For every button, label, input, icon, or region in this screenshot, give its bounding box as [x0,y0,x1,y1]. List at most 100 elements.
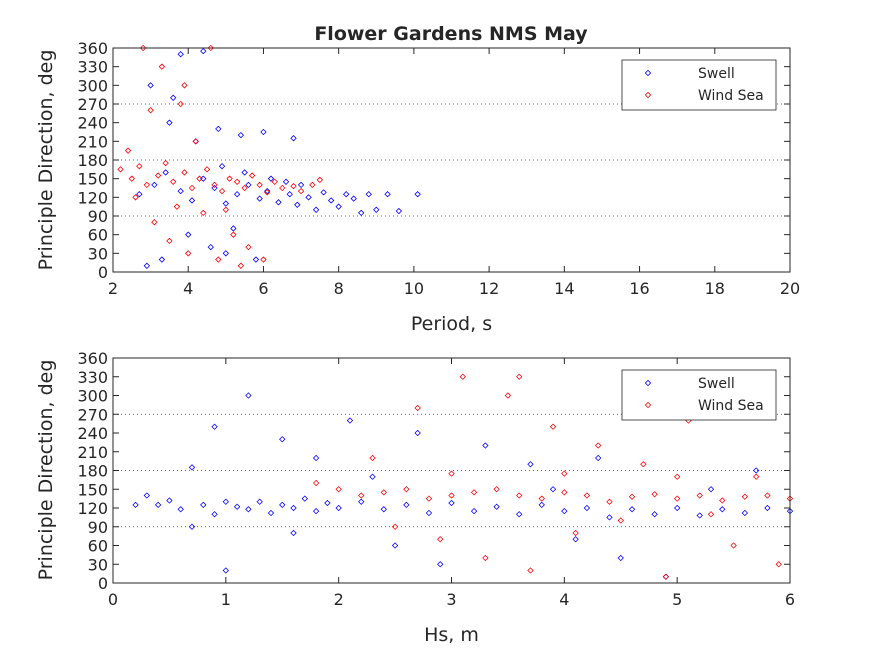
data-point [245,243,252,251]
data-point [707,511,715,518]
data-point [200,501,207,509]
data-point [294,201,301,208]
data-point [595,454,602,462]
data-point [696,492,703,499]
legend: Swell Wind Sea [621,59,777,111]
data-point [380,489,387,496]
data-point [493,503,500,510]
y-tick-label: 150 [77,480,108,499]
data-point [391,542,399,549]
data-point [369,473,376,480]
data-point [414,404,421,412]
data-point [448,492,455,499]
data-point [651,491,658,498]
data-point [470,507,478,515]
data-point [226,175,233,182]
y-axis-label: Principle Direction, deg [35,360,57,581]
data-point [350,195,357,202]
data-point [136,163,143,170]
data-point [170,178,177,185]
data-point [437,561,444,568]
x-tick-label: 10 [404,279,424,298]
data-point [316,176,324,184]
y-tick-label: 30 [88,555,108,574]
legend-label: Wind Sea [698,88,764,104]
data-point [222,250,229,257]
data-point [207,243,214,251]
x-tick-label: 4 [183,279,193,298]
data-point [561,489,568,496]
data-point [151,219,158,226]
data-point [674,504,681,512]
data-point [143,181,151,189]
data-point [139,44,147,52]
data-point [173,203,181,210]
data-point [245,181,252,189]
data-point [369,454,376,462]
y-tick-label: 60 [88,226,108,245]
data-point [516,373,523,380]
data-point [437,536,444,543]
data-point [312,507,320,515]
chart-title: Flower Gardens NMS May [314,23,588,45]
y-tick-label: 0 [98,574,108,593]
data-point [583,492,591,499]
data-point [595,442,602,449]
data-point [267,175,275,182]
legend-box [621,369,777,421]
y-tick-label: 360 [77,39,108,58]
x-tick-label: 0 [108,590,118,609]
y-tick-label: 90 [88,207,108,226]
data-point [752,467,760,474]
data-point [343,191,350,198]
data-point [279,184,286,192]
data-point [572,529,579,537]
data-point [211,184,218,192]
data-point [271,178,278,185]
data-point [222,498,229,505]
data-point [309,181,316,189]
data-point [233,503,241,510]
data-point [741,493,749,500]
data-point [775,561,782,568]
data-point [403,486,410,493]
data-point [425,495,433,502]
data-point [312,454,320,462]
data-point [358,492,365,499]
x-tick-label: 2 [108,279,118,298]
data-point [527,461,534,468]
data-point [192,138,199,145]
data-point [230,231,237,238]
data-point [215,256,222,263]
y-axis-label: Principle Direction, deg [35,50,57,271]
data-point [245,506,252,513]
data-point [606,514,613,521]
data-point [188,197,196,204]
data-point [286,191,293,198]
data-point [628,493,636,500]
data-point [290,529,297,537]
x-tick-label: 20 [780,279,800,298]
y-tick-label: 150 [77,170,108,189]
data-point [233,178,241,185]
legend: Swell Wind Sea [621,369,777,421]
legend-label: Wind Sea [698,398,764,414]
data-point [252,256,260,263]
data-point [674,495,681,502]
data-point [707,486,715,493]
x-axis-label: Hs, m [424,624,479,646]
data-point [154,172,162,179]
data-point [538,501,545,509]
data-point [132,194,139,201]
data-point [200,47,207,55]
data-point [241,184,248,192]
y-tick-label: 330 [77,368,108,387]
top-axes: 2 4 6 8 10 12 14 16 18 20 030609012015018021024027… [35,39,800,335]
data-point [222,567,229,574]
data-point [128,175,135,182]
legend-marker [644,401,652,409]
data-point [414,429,421,437]
data-point [583,504,591,512]
data-point [166,119,173,126]
data-point [324,499,331,507]
